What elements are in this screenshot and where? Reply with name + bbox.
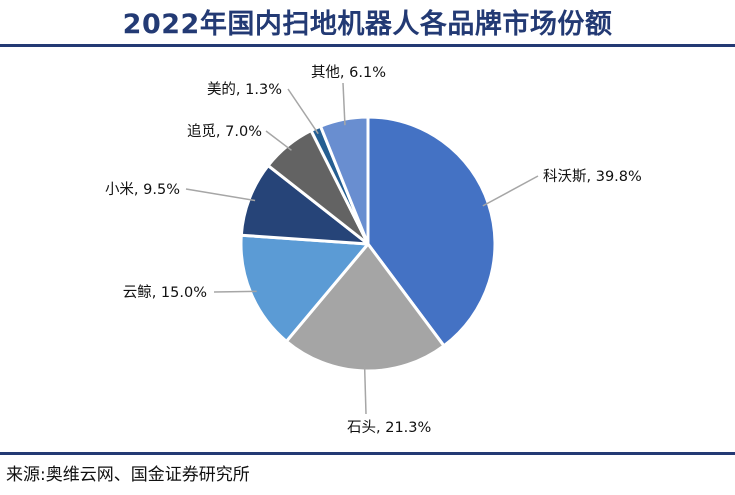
pie-slice-1 [366,115,497,348]
leader-lines [185,82,539,415]
data-labels: 科沃斯, 39.8% 石头, 21.3% 云鲸, 15.0% 小米, 9.5% 追觅, … [105,64,642,436]
leader-line-5 [265,130,292,151]
leader-line-1 [482,175,539,207]
leader-line-7 [342,82,346,126]
pie-slices [239,115,497,373]
leader-line-6 [287,88,319,135]
data-label-2: 石头, 21.3% [347,419,431,436]
leader-line-3 [213,290,257,293]
source-rule [0,452,735,455]
leader-line-4 [185,188,256,202]
leader-line-2 [363,364,367,415]
title-rule [0,44,735,47]
data-label-6: 美的, 1.3% [207,81,282,98]
data-label-4: 小米, 9.5% [105,181,180,198]
pie-slice-7 [319,115,370,246]
data-label-7: 其他, 6.1% [311,64,386,81]
data-label-1: 科沃斯, 39.8% [543,168,642,185]
source-note: 来源:奥维云网、国金证券研究所 [6,465,250,485]
data-label-3: 云鲸, 15.0% [123,284,207,301]
pie-slice-3 [239,233,370,343]
data-label-5: 追觅, 7.0% [187,123,262,140]
chart-title: 2022年国内扫地机器人各品牌市场份额 [122,9,613,40]
